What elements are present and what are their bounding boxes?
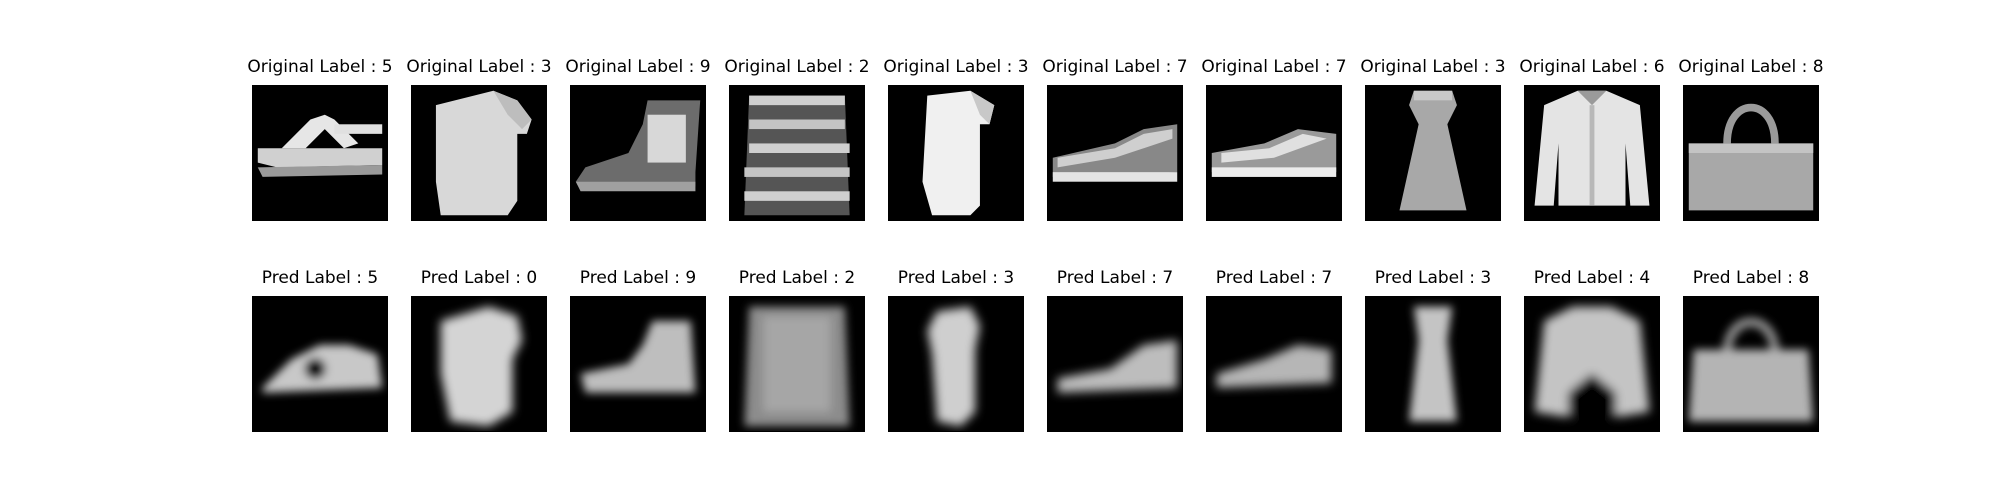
blurred-pullover-image [730, 297, 864, 431]
sneaker-image [1048, 86, 1182, 220]
pred-label-9: Pred Label : 4 [1533, 268, 1651, 288]
pred-cell-5: Pred Label : 3 [888, 268, 1024, 432]
original-cell-5: Original Label : 3 [883, 57, 1029, 221]
original-cell-2: Original Label : 3 [406, 57, 552, 221]
original-image-3 [570, 85, 706, 221]
shirt-image [1525, 86, 1659, 220]
original-label-1: Original Label : 5 [247, 57, 393, 77]
original-cell-10: Original Label : 8 [1678, 57, 1824, 221]
original-image-5 [888, 85, 1024, 221]
dress-image [412, 86, 546, 220]
original-label-4: Original Label : 2 [724, 57, 870, 77]
original-label-6: Original Label : 7 [1042, 57, 1188, 77]
striped-pullover-image [730, 86, 864, 220]
pred-label-2: Pred Label : 0 [420, 268, 538, 288]
original-label-5: Original Label : 3 [883, 57, 1029, 77]
original-cell-6: Original Label : 7 [1042, 57, 1188, 221]
pred-image-2 [411, 296, 547, 432]
original-cell-1: Original Label : 5 [247, 57, 393, 221]
bag-image [1684, 86, 1818, 220]
original-label-2: Original Label : 3 [406, 57, 552, 77]
pred-image-1 [252, 296, 388, 432]
pred-label-3: Pred Label : 9 [579, 268, 697, 288]
original-image-1 [252, 85, 388, 221]
pred-image-7 [1206, 296, 1342, 432]
blurred-coat-image [1525, 297, 1659, 431]
pred-image-3 [570, 296, 706, 432]
pred-image-9 [1524, 296, 1660, 432]
pred-image-5 [888, 296, 1024, 432]
original-cell-3: Original Label : 9 [565, 57, 711, 221]
pred-label-6: Pred Label : 7 [1056, 268, 1174, 288]
dress-image [889, 86, 1023, 220]
blurred-dress-image [412, 297, 546, 431]
pred-label-1: Pred Label : 5 [261, 268, 379, 288]
ankle-boot-image [571, 86, 705, 220]
original-image-4 [729, 85, 865, 221]
pred-image-8 [1365, 296, 1501, 432]
pred-cell-2: Pred Label : 0 [411, 268, 547, 432]
original-image-2 [411, 85, 547, 221]
blurred-sandal-image [253, 297, 387, 431]
original-label-9: Original Label : 6 [1519, 57, 1665, 77]
blurred-boot-image [571, 297, 705, 431]
blurred-dress-image [1366, 297, 1500, 431]
pred-cell-1: Pred Label : 5 [252, 268, 388, 432]
original-cell-9: Original Label : 6 [1519, 57, 1665, 221]
pred-label-7: Pred Label : 7 [1215, 268, 1333, 288]
original-label-8: Original Label : 3 [1360, 57, 1506, 77]
pred-label-5: Pred Label : 3 [897, 268, 1015, 288]
original-label-7: Original Label : 7 [1201, 57, 1347, 77]
pred-cell-3: Pred Label : 9 [570, 268, 706, 432]
dress-image [1366, 86, 1500, 220]
pred-cell-10: Pred Label : 8 [1683, 268, 1819, 432]
original-image-6 [1047, 85, 1183, 221]
original-image-8 [1365, 85, 1501, 221]
original-cell-8: Original Label : 3 [1360, 57, 1506, 221]
original-label-10: Original Label : 8 [1678, 57, 1824, 77]
pred-cell-7: Pred Label : 7 [1206, 268, 1342, 432]
original-image-10 [1683, 85, 1819, 221]
pred-image-10 [1683, 296, 1819, 432]
blurred-bag-image [1684, 297, 1818, 431]
pred-cell-4: Pred Label : 2 [729, 268, 865, 432]
original-image-7 [1206, 85, 1342, 221]
pred-cell-6: Pred Label : 7 [1047, 268, 1183, 432]
original-label-3: Original Label : 9 [565, 57, 711, 77]
original-cell-4: Original Label : 2 [724, 57, 870, 221]
pred-image-6 [1047, 296, 1183, 432]
pred-label-8: Pred Label : 3 [1374, 268, 1492, 288]
pred-image-4 [729, 296, 865, 432]
blurred-dress-image [889, 297, 1023, 431]
pred-cell-9: Pred Label : 4 [1524, 268, 1660, 432]
sneaker-image [1207, 86, 1341, 220]
pred-label-4: Pred Label : 2 [738, 268, 856, 288]
sandal-image [253, 86, 387, 220]
original-image-9 [1524, 85, 1660, 221]
original-cell-7: Original Label : 7 [1201, 57, 1347, 221]
pred-label-10: Pred Label : 8 [1692, 268, 1810, 288]
blurred-sneaker-image [1048, 297, 1182, 431]
blurred-sneaker-image [1207, 297, 1341, 431]
pred-cell-8: Pred Label : 3 [1365, 268, 1501, 432]
